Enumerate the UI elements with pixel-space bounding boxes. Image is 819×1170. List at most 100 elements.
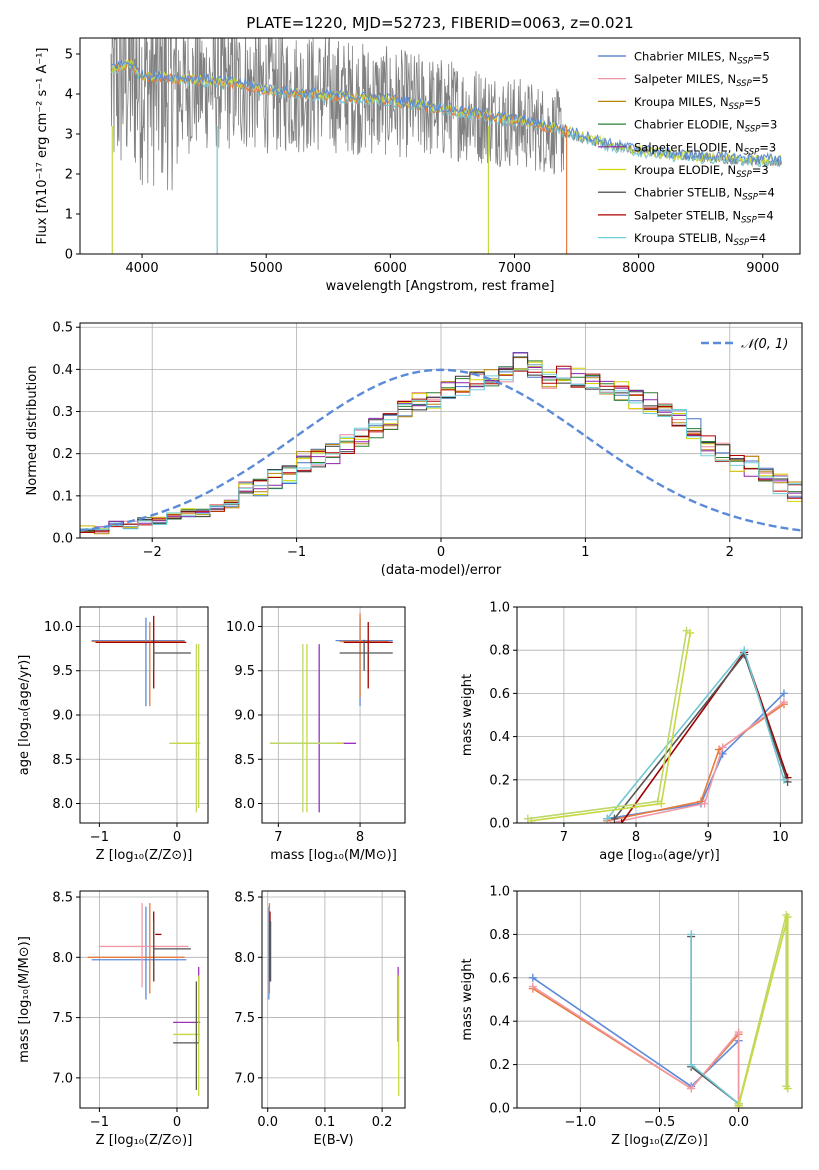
histogram-step-line: [80, 365, 802, 533]
plot-area: [80, 352, 802, 535]
mass-weight-marker: [686, 628, 695, 637]
y-axis-label: Flux [fλ10⁻¹⁷ erg cm⁻² s⁻¹ A⁻¹]: [35, 48, 50, 245]
mass-weight-marker: [687, 930, 696, 939]
legend-entry: Salpeter STELIB, NSSP=4: [634, 208, 774, 225]
y-tick-label: 0: [65, 248, 73, 263]
plot-area: [87, 903, 201, 1096]
legend-subscript: SSP: [736, 170, 752, 180]
x-tick-label: 10: [772, 830, 789, 845]
axes-frame: −2 −1 0 1 2 0.0 0.1 0.2 0.3 0.4 0.5 (data-model)/er…: [25, 321, 803, 578]
x-tick-label: 8: [632, 830, 640, 845]
mass-weight-marker: [700, 799, 709, 808]
y-tick-label: 7.5: [52, 1011, 73, 1026]
legend-entry: Salpeter ELODIE, NSSP=3: [634, 140, 776, 157]
y-tick-label: 7.5: [234, 1011, 255, 1026]
mass-weight-line: [610, 701, 785, 823]
gaussian-reference-line: [80, 368, 802, 532]
mass-weight-marker: [779, 775, 788, 784]
mass-weight-marker: [617, 819, 626, 823]
mass-weight-marker: [528, 973, 537, 982]
y-tick-label: 1: [65, 208, 73, 223]
legend-subscript: SSP: [745, 125, 761, 135]
legend-suffix: =4: [758, 186, 775, 200]
model-spectrum-line: [110, 60, 782, 164]
axes-box: [516, 606, 803, 824]
mass-weight-vs-age-panel: 7 8 9 10 0.0 0.2 0.4 0.6 0.8 1.0 age [log₁₀(age/yr…: [460, 601, 803, 863]
legend-entry: Kroupa STELIB, NSSP=4: [634, 231, 766, 248]
mass-weight-marker: [527, 816, 536, 823]
y-tick-label: 8.0: [234, 797, 255, 812]
model-spectrum-line: [110, 59, 782, 166]
y-tick-label: 0.4: [489, 1015, 510, 1030]
mass-weight-line: [620, 650, 789, 823]
y-tick-label: 0.8: [489, 644, 510, 659]
plot-area: [528, 910, 792, 1108]
legend-entry: Chabrier STELIB, NSSP=4: [634, 186, 775, 203]
legend-entry: Chabrier MILES, NSSP=5: [634, 50, 770, 67]
axes-frame: −1 0 8.0 8.5 9.0 9.5 10.0 Z [log₁₀(Z/Z⊙)] age [l…: [17, 606, 209, 863]
axes-frame: 7 8 8.0 8.5 9.0 9.5 10.0 mass [log₁₀(M/M⊙)]: [226, 606, 406, 863]
axes-box: [79, 37, 801, 255]
x-tick-label: 1: [581, 545, 589, 560]
x-tick-label: −2: [143, 545, 162, 560]
y-tick-label: 0.2: [489, 773, 510, 788]
legend-label: Salpeter STELIB, N: [634, 208, 741, 222]
x-axis-label: (data-model)/error: [381, 563, 502, 578]
x-tick-label: 2: [726, 545, 734, 560]
mass-weight-marker: [783, 913, 792, 922]
legend-label: Salpeter MILES, N: [634, 72, 736, 86]
y-tick-label: 8.5: [234, 753, 255, 768]
mass-vs-extinction-panel: 0.0 0.1 0.2 7.0 7.5 8.0 8.5 E(B-V): [234, 890, 406, 1148]
mass-weight-marker: [734, 1101, 743, 1108]
y-tick-label: 0.1: [52, 489, 73, 504]
x-tick-label: −1: [90, 830, 109, 845]
legend-suffix: =3: [759, 140, 776, 154]
x-tick-label: 6000: [374, 261, 407, 276]
legend-label: Kroupa MILES, N: [634, 95, 729, 109]
histogram-step-line: [80, 360, 802, 531]
y-tick-label: 0.3: [52, 405, 73, 420]
x-tick-label: 9000: [746, 261, 779, 276]
x-tick-label: −1: [90, 1115, 109, 1130]
y-tick-label: 2: [65, 168, 73, 183]
age-vs-metallicity-panel: −1 0 8.0 8.5 9.0 9.5 10.0 Z [log₁₀(Z/Z⊙)] age [l…: [17, 606, 209, 863]
mass-weight-marker: [603, 814, 612, 823]
legend-label: Kroupa ELODIE, N: [634, 163, 736, 177]
plot-area: [268, 903, 400, 1096]
legend-label: Kroupa STELIB, N: [634, 231, 734, 245]
y-tick-label: 10.0: [44, 620, 73, 635]
y-tick-label: 0.8: [489, 928, 510, 943]
y-tick-label: 0.0: [52, 532, 73, 547]
x-tick-label: 0.1: [315, 1115, 336, 1130]
axes-box: [79, 890, 209, 1109]
y-tick-label: 8.5: [52, 891, 73, 906]
mass-weight-marker: [687, 1084, 696, 1093]
x-axis-label: age [log₁₀(age/yr)]: [599, 848, 720, 863]
mass-weight-marker: [734, 1028, 743, 1037]
legend-subscript: SSP: [744, 147, 760, 157]
x-tick-label: 8: [356, 830, 364, 845]
mass-weight-line: [532, 985, 740, 1108]
x-axis-label: Z [log₁₀(Z/Z⊙)]: [611, 1133, 708, 1148]
y-axis-label: age [log₁₀(age/yr)]: [17, 655, 32, 776]
y-tick-label: 10.0: [226, 620, 255, 635]
axes-frame: 7 8 9 10 0.0 0.2 0.4 0.6 0.8 1.0 age [log₁₀(age/yr…: [460, 601, 803, 863]
y-tick-label: 0.6: [489, 971, 510, 986]
x-tick-label: −1: [287, 545, 306, 560]
legend-subscript: SSP: [741, 215, 757, 225]
y-tick-label: 0.2: [52, 447, 73, 462]
legend-label: Chabrier STELIB, N: [634, 186, 742, 200]
mass-weight-marker: [740, 646, 749, 655]
mass-weight-line: [531, 632, 691, 822]
mass-weight-marker: [718, 743, 727, 752]
legend-subscript: SSP: [729, 102, 745, 112]
legend-suffix: =3: [752, 163, 769, 177]
y-tick-label: 8.5: [52, 753, 73, 768]
mass-weight-marker: [528, 982, 537, 991]
legend-suffix: =3: [760, 118, 777, 132]
legend-subscript: SSP: [734, 238, 750, 248]
y-tick-label: 9.0: [234, 709, 255, 724]
x-axis-label: E(B-V): [313, 1133, 353, 1148]
y-tick-label: 9.0: [52, 709, 73, 724]
mass-weight-line: [607, 692, 785, 820]
